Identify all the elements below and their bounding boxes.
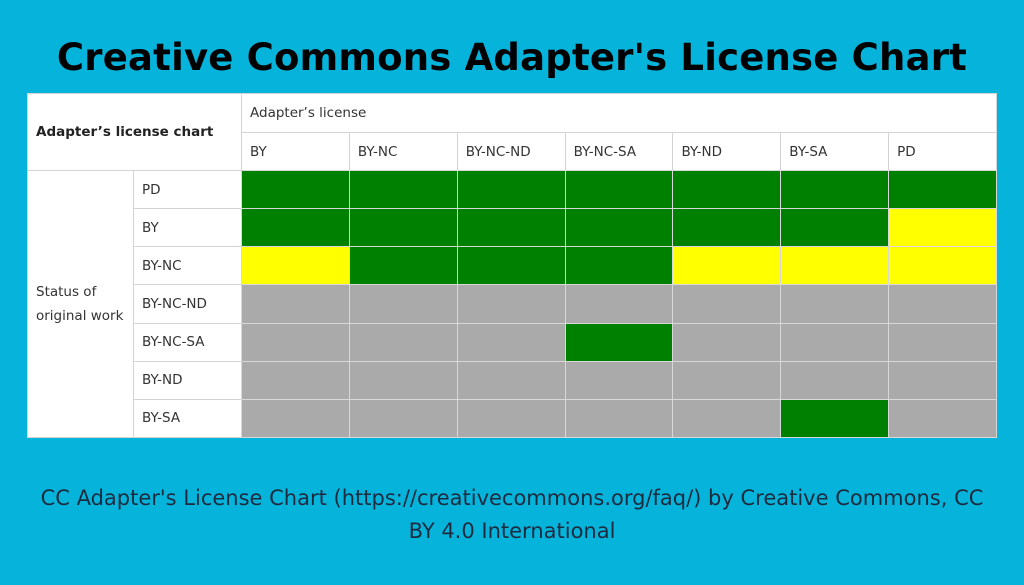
status-cell — [672, 322, 782, 362]
status-cell — [564, 284, 674, 324]
status-cell — [672, 170, 782, 210]
status-cell — [348, 208, 458, 248]
row-group-header: Status of original work — [27, 170, 134, 438]
status-cell — [564, 360, 674, 400]
status-cell — [241, 208, 350, 248]
status-cell — [672, 360, 782, 400]
status-cell — [672, 284, 782, 324]
status-cell — [348, 360, 458, 400]
column-header: BY-ND — [672, 132, 782, 171]
status-cell — [780, 322, 890, 362]
status-cell — [780, 246, 890, 286]
column-header: BY-NC-ND — [456, 132, 566, 171]
status-cell — [672, 246, 782, 286]
status-cell — [672, 208, 782, 248]
status-cell — [564, 246, 674, 286]
status-cell — [456, 322, 566, 362]
status-cell — [888, 284, 998, 324]
status-cell — [456, 170, 566, 210]
status-cell — [348, 284, 458, 324]
status-cell — [888, 170, 998, 210]
status-cell — [241, 360, 350, 400]
status-cell — [780, 398, 890, 438]
status-cell — [241, 398, 350, 438]
status-cell — [241, 322, 350, 362]
corner-header: Adapter’s license chart — [27, 93, 242, 171]
license-table: Adapter’s license chart Adapter’s license… — [27, 93, 998, 438]
status-cell — [888, 322, 998, 362]
status-cell — [564, 398, 674, 438]
status-cell — [348, 170, 458, 210]
status-cell — [564, 208, 674, 248]
column-header: BY-NC-SA — [564, 132, 674, 171]
status-cell — [780, 170, 890, 210]
status-cell — [888, 398, 998, 438]
status-cell — [348, 398, 458, 438]
column-header: BY-SA — [780, 132, 890, 171]
status-cell — [348, 246, 458, 286]
row-header: BY-NC — [133, 246, 242, 286]
column-header: BY-NC — [348, 132, 458, 171]
status-cell — [241, 246, 350, 286]
column-header: PD — [888, 132, 998, 171]
status-cell — [456, 398, 566, 438]
status-cell — [456, 208, 566, 248]
column-header: BY — [241, 132, 350, 171]
status-cell — [672, 398, 782, 438]
status-cell — [241, 170, 350, 210]
row-header: BY-ND — [133, 360, 242, 400]
status-cell — [888, 360, 998, 400]
row-header: BY — [133, 208, 242, 248]
row-header: BY-NC-SA — [133, 322, 242, 362]
status-cell — [348, 322, 458, 362]
status-cell — [888, 208, 998, 248]
status-cell — [564, 170, 674, 210]
caption: CC Adapter's License Chart (https://crea… — [40, 486, 984, 543]
status-cell — [456, 246, 566, 286]
row-header: BY-NC-ND — [133, 284, 242, 324]
status-cell — [564, 322, 674, 362]
row-header: PD — [133, 170, 242, 210]
status-cell — [456, 284, 566, 324]
status-cell — [780, 284, 890, 324]
status-cell — [888, 246, 998, 286]
row-header: BY-SA — [133, 398, 242, 438]
status-cell — [780, 360, 890, 400]
title: Creative Commons Adapter's License Chart — [56, 36, 968, 79]
status-cell — [780, 208, 890, 248]
status-cell — [456, 360, 566, 400]
column-group-header: Adapter’s license — [241, 93, 997, 133]
status-cell — [241, 284, 350, 324]
